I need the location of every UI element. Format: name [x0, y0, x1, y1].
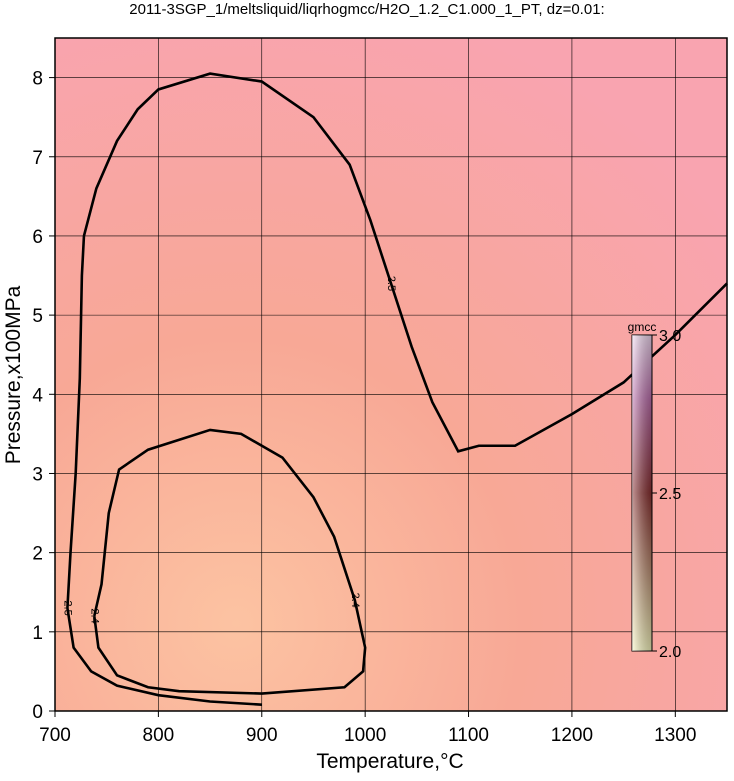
colorbar-label: gmcc: [628, 320, 657, 334]
x-axis-label: Temperature,°C: [316, 750, 463, 773]
plot-background: [55, 38, 727, 711]
y-axis-label: Pressure,x100MPa: [2, 285, 25, 464]
x-tick-label: 700: [39, 725, 71, 746]
x-tick-label: 800: [143, 725, 175, 746]
contour-line: [92, 428, 367, 695]
y-tick-label: 5: [32, 306, 43, 327]
x-tick-label: 1300: [654, 725, 696, 746]
contour-label: 2.5: [61, 600, 73, 615]
y-tick-label: 2: [32, 544, 43, 565]
y-tick-label: 0: [32, 702, 43, 723]
chart-title: 2011-3SGP_1/meltsliquid/liqrhogmcc/H2O_1…: [129, 1, 604, 18]
y-tick-label: 8: [32, 69, 43, 90]
contour-label: 2.4: [88, 608, 100, 623]
x-tick-label: 900: [246, 725, 278, 746]
y-tick-label: 4: [32, 385, 43, 406]
x-tick-label: 1100: [448, 725, 489, 746]
contour-label: 2.5: [385, 276, 397, 291]
colorbar-shade: [632, 335, 652, 651]
y-tick-label: 3: [32, 464, 43, 485]
y-tick-label: 1: [32, 623, 43, 644]
x-tick-label: 1000: [344, 725, 386, 746]
contour-label: 2.4: [349, 593, 361, 608]
y-tick-label: 7: [32, 148, 43, 169]
x-tick-label: 1200: [551, 725, 593, 746]
colorbar-tick-label: 2.5: [659, 486, 681, 503]
colorbar-tick-label: 2.0: [659, 644, 681, 661]
colorbar-tick-label: 3.0: [659, 328, 681, 345]
y-tick-label: 6: [32, 227, 43, 248]
contour-line: [66, 72, 728, 706]
plot-frame: [54, 37, 728, 712]
